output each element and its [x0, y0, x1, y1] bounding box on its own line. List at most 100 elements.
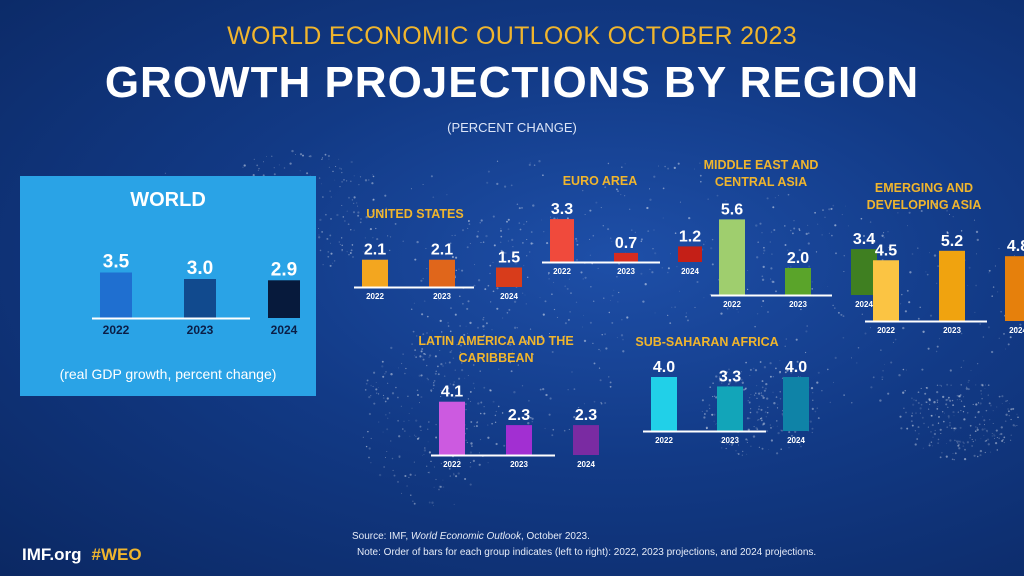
- imf-link[interactable]: IMF.org: [22, 545, 82, 564]
- map-dot: [883, 232, 885, 234]
- map-dot: [654, 312, 656, 314]
- map-dot: [932, 436, 934, 438]
- map-dot: [960, 410, 962, 412]
- map-dot: [824, 216, 826, 218]
- map-dot: [443, 375, 446, 377]
- map-dot: [979, 449, 983, 453]
- map-dot: [372, 198, 375, 201]
- map-dot: [890, 361, 893, 364]
- map-dot: [419, 343, 422, 346]
- map-dot: [415, 419, 418, 422]
- map-dot: [842, 336, 845, 339]
- map-dot: [1010, 408, 1013, 411]
- map-dot: [811, 281, 813, 283]
- map-dot: [564, 285, 567, 288]
- map-dot: [956, 440, 958, 442]
- map-dot: [449, 351, 452, 354]
- map-dot: [330, 218, 332, 220]
- map-dot: [444, 253, 447, 256]
- map-dot: [344, 220, 346, 222]
- map-dot: [480, 219, 483, 222]
- map-dot: [593, 400, 596, 403]
- map-dot: [966, 441, 970, 444]
- map-dot: [766, 397, 769, 400]
- map-dot: [407, 395, 409, 398]
- map-dot: [518, 222, 521, 224]
- map-dot: [365, 445, 368, 448]
- bar-2022: [100, 272, 132, 318]
- map-dot: [947, 415, 950, 418]
- weo-hashtag[interactable]: #WEO: [91, 545, 142, 564]
- map-dot: [451, 235, 453, 237]
- map-dot: [980, 393, 983, 395]
- map-dot: [1001, 403, 1003, 404]
- map-dot: [915, 412, 917, 414]
- map-dot: [746, 442, 748, 443]
- map-dot: [495, 410, 497, 413]
- map-dot: [798, 249, 801, 252]
- map-dot: [423, 352, 425, 355]
- map-dot: [801, 436, 804, 439]
- map-dot: [996, 436, 998, 439]
- map-dot: [869, 327, 871, 329]
- map-dot: [349, 252, 352, 254]
- map-dot: [760, 394, 763, 397]
- map-dot: [880, 349, 882, 351]
- map-dot: [339, 186, 341, 188]
- title-emerging-asia: EMERGING AND DEVELOPING ASIA: [866, 181, 982, 212]
- map-dot: [664, 165, 666, 168]
- map-dot: [1019, 323, 1022, 326]
- map-dot: [423, 447, 426, 449]
- map-dot: [811, 431, 813, 434]
- map-dot: [957, 411, 959, 413]
- map-dot: [529, 162, 531, 164]
- map-dot: [940, 432, 942, 435]
- map-dot: [1021, 333, 1023, 335]
- map-dot: [357, 214, 360, 217]
- map-dot: [984, 451, 986, 454]
- map-dot: [828, 208, 831, 211]
- map-dot: [985, 384, 986, 386]
- map-dot: [368, 395, 371, 399]
- map-dot: [321, 231, 323, 233]
- map-dot: [415, 435, 417, 437]
- map-dot: [380, 210, 383, 213]
- map-dot: [595, 201, 598, 204]
- map-dot: [381, 360, 384, 363]
- map-dot: [410, 188, 412, 190]
- map-dot: [949, 369, 952, 372]
- map-dot: [428, 501, 431, 504]
- map-dot: [952, 404, 955, 407]
- map-dot: [784, 244, 787, 246]
- map-dot: [725, 200, 727, 202]
- chart-group-5: 4.1 2022 2.3 2023 2.3 2024: [431, 384, 599, 469]
- map-dot: [938, 415, 940, 418]
- map-dot: [879, 399, 882, 402]
- map-dot: [346, 210, 348, 212]
- map-dot: [398, 456, 401, 459]
- map-dot: [480, 241, 482, 244]
- map-dot: [449, 330, 452, 333]
- map-dot: [974, 311, 976, 313]
- map-dot: [953, 430, 955, 432]
- map-dot: [770, 278, 772, 280]
- map-dot: [992, 410, 994, 412]
- map-dot: [480, 401, 483, 404]
- title-latin-america: LATIN AMERICA AND THE CARIBBEAN: [418, 334, 574, 365]
- map-dot: [770, 267, 773, 270]
- map-dot: [541, 338, 543, 341]
- chart-group-3: 5.6 2022 2.0 2023 3.4 2024: [711, 201, 877, 309]
- map-dot: [654, 252, 657, 255]
- map-dot: [485, 322, 488, 325]
- map-dot: [948, 417, 950, 419]
- map-dot: [507, 218, 510, 221]
- chart-group-0: 3.5 2022 3.0 2023 2.9 2024: [92, 252, 300, 337]
- map-dot: [974, 430, 977, 433]
- map-dot: [775, 452, 779, 455]
- map-dot: [542, 313, 545, 316]
- map-dot: [551, 350, 554, 354]
- map-dot: [458, 394, 461, 396]
- map-dot: [580, 271, 583, 274]
- map-dot: [982, 416, 984, 418]
- map-dot: [937, 442, 939, 444]
